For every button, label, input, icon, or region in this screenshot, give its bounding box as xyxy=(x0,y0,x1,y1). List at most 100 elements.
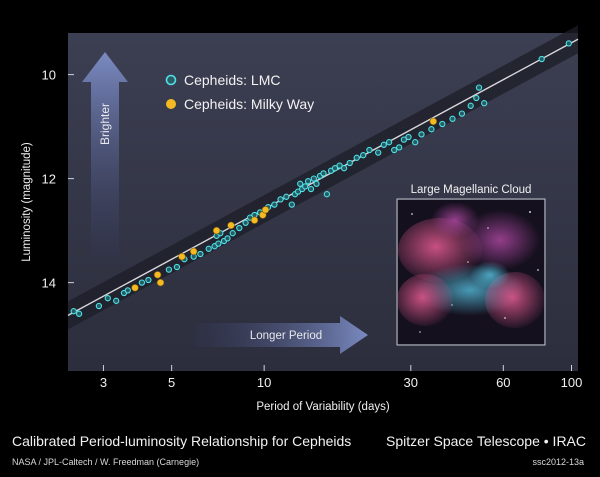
lmc-point xyxy=(307,185,315,193)
brighter-label: Brighter xyxy=(98,103,112,145)
x-tick-label: 5 xyxy=(168,375,175,390)
lmc-point xyxy=(458,110,466,117)
x-tick-label: 60 xyxy=(496,375,510,390)
lmc-point xyxy=(473,94,480,102)
lmc-point xyxy=(95,302,103,310)
x-tick-label: 30 xyxy=(404,375,418,390)
brighter-arrow xyxy=(82,52,128,256)
lmc-point xyxy=(360,152,367,159)
lmc-point xyxy=(165,266,173,273)
y-tick-label: 10 xyxy=(42,68,56,83)
inset-title: Large Magellanic Cloud xyxy=(411,184,532,196)
lmc-point xyxy=(323,191,331,198)
lmc-point xyxy=(229,230,236,237)
lmc-point xyxy=(380,141,387,148)
lmc-point xyxy=(75,310,83,317)
lmc-point xyxy=(70,308,77,315)
series-milky-way xyxy=(131,117,437,292)
lmc-point xyxy=(475,84,483,91)
author-credit: NASA / JPL-Caltech / W. Freedman (Carneg… xyxy=(12,457,200,467)
figure-caption: Calibrated Period-luminosity Relationshi… xyxy=(12,433,352,449)
lmc-point xyxy=(271,201,278,208)
y-axis-ticks: 10 12 14 xyxy=(42,68,74,291)
legend-label-lmc: Cepheids: LMC xyxy=(184,72,281,88)
lmc-point xyxy=(418,131,425,138)
milky-way-point xyxy=(261,206,270,214)
lmc-point xyxy=(336,162,343,169)
lmc-point xyxy=(302,183,309,190)
lmc-point xyxy=(391,146,398,154)
x-tick-label: 3 xyxy=(100,375,107,390)
lmc-point xyxy=(412,139,419,146)
legend-marker-milky-way xyxy=(166,99,176,109)
x-tick-label: 100 xyxy=(561,375,583,390)
lmc-point xyxy=(366,146,373,154)
lmc-point xyxy=(385,139,393,146)
lmc-inset: Large Magellanic Cloud xyxy=(396,184,546,346)
longer-period-label: Longer Period xyxy=(250,330,322,342)
lmc-point xyxy=(113,297,120,304)
lmc-point xyxy=(310,175,317,182)
lmc-nebula-image xyxy=(398,200,544,344)
lmc-point xyxy=(288,201,295,208)
lmc-point xyxy=(242,219,249,226)
y-tick-label: 14 xyxy=(42,276,56,291)
lmc-point xyxy=(124,287,131,294)
x-axis-label: Period of Variability (days) xyxy=(256,401,390,413)
lmc-point xyxy=(538,55,545,63)
lmc-point xyxy=(405,133,412,141)
lmc-point xyxy=(396,144,403,151)
lmc-point xyxy=(138,279,146,286)
lmc-point xyxy=(215,240,222,247)
lmc-point xyxy=(467,102,474,109)
legend: Cepheids: LMC Cepheids: Milky Way xyxy=(165,72,314,112)
fit-line xyxy=(67,38,579,316)
lmc-point xyxy=(449,115,456,122)
series-lmc xyxy=(70,40,572,317)
lmc-point xyxy=(565,40,572,47)
lmc-point xyxy=(197,250,204,258)
longer-period-arrow xyxy=(195,316,368,354)
milky-way-point xyxy=(190,247,198,256)
lmc-point xyxy=(375,149,382,156)
lmc-point xyxy=(481,100,488,107)
lmc-point xyxy=(313,180,320,187)
lmc-point xyxy=(224,235,231,242)
lmc-point xyxy=(340,165,348,172)
milky-way-point xyxy=(429,117,437,126)
lmc-point xyxy=(428,126,435,133)
legend-label-milky-way: Cepheids: Milky Way xyxy=(184,96,314,112)
lmc-point xyxy=(145,276,152,284)
y-axis-label: Luminosity (magnitude) xyxy=(21,142,33,262)
telescope-credit: Spitzer Space Telescope • IRAC xyxy=(386,433,586,449)
lmc-point xyxy=(297,180,304,187)
lmc-point xyxy=(353,154,360,161)
milky-way-point xyxy=(153,271,162,279)
milky-way-point xyxy=(212,226,221,235)
legend-item-lmc: Cepheids: LMC xyxy=(165,72,281,88)
lmc-point xyxy=(331,165,339,172)
lmc-point xyxy=(104,295,111,302)
milky-way-point xyxy=(178,252,186,261)
lmc-point xyxy=(304,178,312,185)
legend-marker-lmc xyxy=(165,74,177,86)
lmc-point xyxy=(320,170,327,177)
lmc-point xyxy=(346,159,353,167)
x-axis-ticks: 3 5 10 30 60 100 xyxy=(100,365,582,390)
lmc-point xyxy=(236,224,243,232)
lmc-point xyxy=(439,120,446,128)
milky-way-point xyxy=(227,221,235,230)
image-id: ssc2012-13a xyxy=(532,457,584,467)
lmc-point xyxy=(277,196,284,203)
y-tick-label: 12 xyxy=(42,172,56,187)
lmc-point xyxy=(283,193,290,200)
legend-item-milky-way: Cepheids: Milky Way xyxy=(166,96,314,112)
milky-way-point xyxy=(250,216,259,224)
milky-way-point xyxy=(131,284,139,292)
milky-way-point xyxy=(156,278,165,287)
x-tick-label: 10 xyxy=(257,375,271,390)
lmc-point xyxy=(205,245,212,252)
lmc-point xyxy=(400,136,408,143)
lmc-point xyxy=(173,263,181,271)
